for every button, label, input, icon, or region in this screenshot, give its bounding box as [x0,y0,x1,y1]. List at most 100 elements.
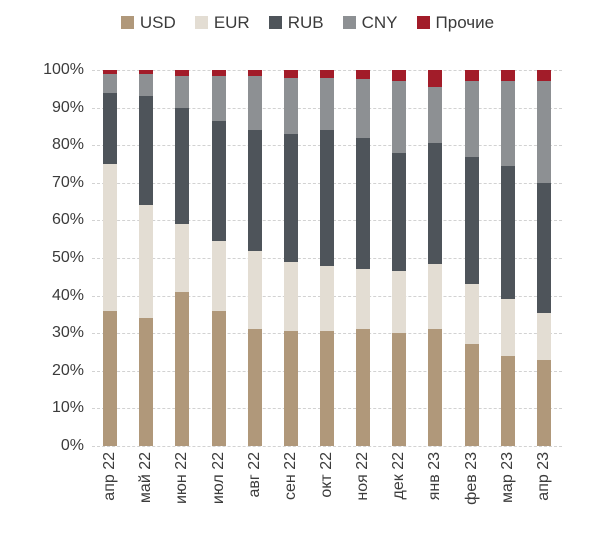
bar-segment-eur [139,205,154,319]
bar-segment-прочие [392,70,407,82]
bar-slot [490,70,526,446]
x-tick-label: авг 22 [245,452,263,498]
bar-segment-cny [392,81,407,153]
legend-item-прочие: Прочие [416,14,494,31]
bar-segment-прочие [211,70,226,76]
bar-slot [417,70,453,446]
y-tick-label: 70% [51,173,84,191]
bar-segment-eur [103,164,118,311]
bar-segment-usd [320,331,335,446]
legend-item-rub: RUB [268,13,324,32]
bar-segment-usd [428,329,443,446]
bar-segment-cny [536,81,551,183]
bar-segment-rub [536,182,551,313]
legend-item-usd: USD [120,13,176,32]
bar-segment-прочие [320,70,335,78]
bar-segment-rub [392,152,407,272]
bar-segment-usd [283,331,298,446]
stacked-bar-мар-23 [500,70,515,446]
x-tick-label: сен 22 [281,452,299,500]
y-tick-label: 80% [51,136,84,154]
x-tick: ноя 22 [345,452,381,542]
stacked-bar-дек-22 [392,70,407,446]
bar-segment-прочие [247,70,262,76]
stacked-bar-июн-22 [175,70,190,446]
x-tick: июн 22 [164,452,200,542]
bar-segment-rub [247,130,262,251]
x-tick-label: фев 23 [462,452,480,505]
legend-swatch-eur-icon [194,16,208,29]
y-tick-label: 100% [43,61,84,78]
bar-segment-cny [175,75,190,108]
bar-segment-usd [464,344,479,446]
legend-swatch-cny-icon [342,16,356,29]
x-tick-label: дек 22 [390,452,408,500]
x-axis: апр 22 май 22 июн 22 июл 22 авг 22 сен 22 окт … [92,452,562,542]
legend-label: EUR [213,13,250,32]
plot-area [92,70,562,447]
x-tick: авг 22 [237,452,273,542]
x-tick-label: июл 22 [209,452,227,505]
stacked-bar-авг-22 [247,70,262,446]
stacked-bar-ноя-22 [356,70,371,446]
bar-segment-usd [139,318,154,446]
x-tick: дек 22 [381,452,417,542]
x-tick: фев 23 [454,452,490,542]
y-tick-label: 50% [51,249,84,266]
bar-segment-rub [175,107,190,225]
bar-segment-rub [356,137,371,270]
x-tick: окт 22 [309,452,345,542]
x-tick-label: июн 22 [173,452,191,505]
stacked-bar-апр-23 [536,70,551,446]
bar-segment-eur [283,261,298,332]
bar-segment-rub [500,165,515,300]
bar-segment-rub [464,156,479,285]
bar-slot [454,70,490,446]
bar-segment-usd [356,329,371,446]
y-tick-label: 60% [51,211,84,229]
bar-segment-eur [392,271,407,334]
bar-segment-cny [428,86,443,144]
bar-segment-usd [500,355,515,446]
bar-slot [92,70,128,446]
bar-segment-прочие [175,70,190,76]
x-tick-label: мар 23 [498,452,516,504]
y-tick-label: 40% [51,286,84,304]
x-tick: янв 23 [417,452,453,542]
bar-segment-cny [139,73,154,97]
x-tick-label: янв 23 [426,452,444,501]
legend-label: RUB [287,13,324,32]
stacked-bar-июл-22 [211,70,226,446]
bar-slot [381,70,417,446]
bar-slot [164,70,200,446]
legend-label: USD [139,13,176,32]
bar-segment-usd [536,359,551,446]
bar-segment-rub [139,96,154,206]
bar-segment-rub [283,133,298,262]
bar-segment-cny [500,81,515,166]
x-tick: июл 22 [200,452,236,542]
bar-slot [345,70,381,446]
legend-swatch-usd-icon [120,16,134,29]
bar-segment-прочие [536,70,551,82]
bar-slot [273,70,309,446]
x-tick-label: окт 22 [318,452,336,498]
x-tick: май 22 [128,452,164,542]
stacked-bar-сен-22 [283,70,298,446]
bar-segment-прочие [139,70,154,74]
bar-segment-прочие [283,70,298,78]
y-tick-label: 30% [51,324,84,342]
bar-segment-eur [428,263,443,330]
bar-segment-usd [392,333,407,446]
x-tick-label: ноя 22 [354,452,372,501]
bar-segment-cny [211,75,226,121]
x-tick-label: май 22 [137,452,155,504]
bar-segment-usd [211,310,226,446]
bar-segment-прочие [464,70,479,82]
bar-segment-eur [247,250,262,330]
legend-label: CNY [361,13,398,32]
legend-swatch-rub-icon [268,16,282,29]
bar-segment-eur [500,299,515,356]
bar-segment-rub [428,143,443,264]
x-tick-label: апр 23 [534,452,552,501]
